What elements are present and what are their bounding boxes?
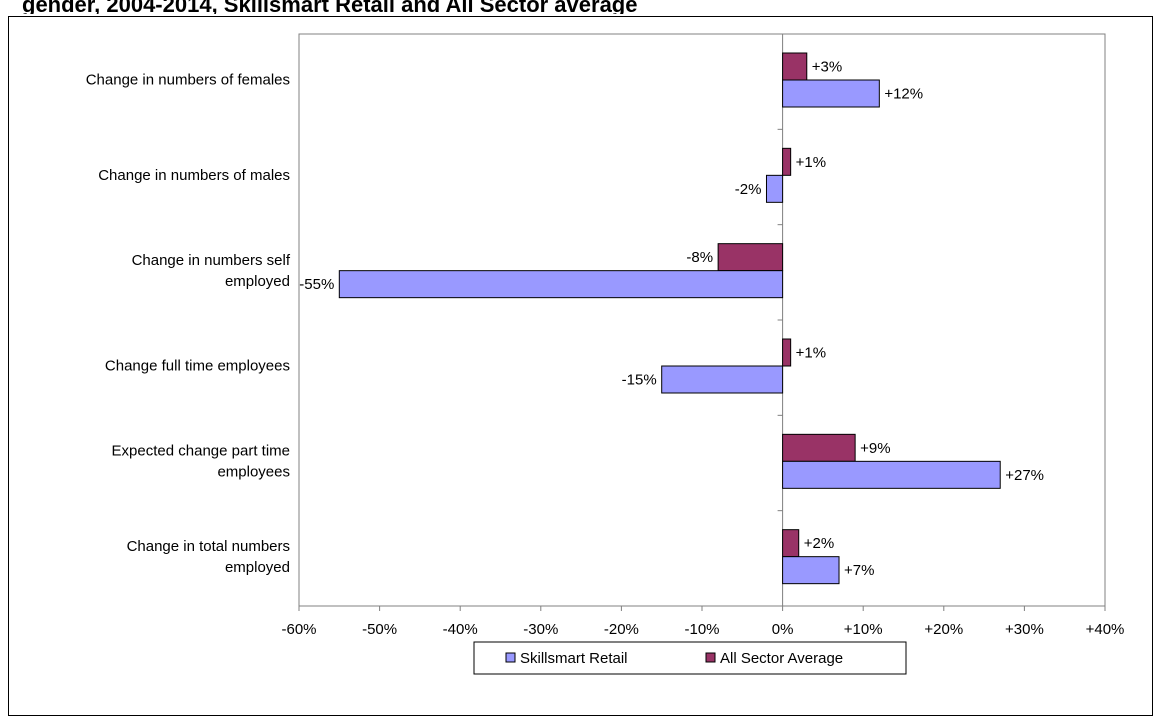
bar-skillsmart-retail [782, 556, 840, 585]
x-tick-label: -10% [684, 621, 719, 638]
legend-swatch-all-sector [705, 652, 716, 663]
data-label: +27% [1005, 467, 1044, 484]
x-tick-label: -60% [281, 621, 316, 638]
bar-skillsmart-retail [782, 460, 1001, 489]
data-label: -8% [686, 249, 713, 266]
chart-title: gender, 2004-2014, Skillsmart Retail and… [22, 0, 638, 14]
x-tick-label: -20% [604, 621, 639, 638]
legend-swatch-skillsmart [505, 652, 516, 663]
legend-box [473, 641, 907, 675]
bar-all-sector-average [717, 243, 784, 272]
category-label: Change in numbers of males [98, 167, 290, 184]
category-label: Change in total numbers [127, 538, 290, 555]
category-label: employed [225, 273, 290, 290]
category-label: employed [225, 559, 290, 576]
data-label: +7% [844, 562, 874, 579]
category-label: Expected change part time [112, 443, 290, 460]
bar-all-sector-average [782, 338, 792, 367]
x-tick-label: 0% [772, 621, 794, 638]
legend-entry-label: All Sector Average [720, 650, 843, 667]
data-label: +2% [804, 535, 834, 552]
bar-skillsmart-retail [765, 174, 784, 203]
x-tick-label: -50% [362, 621, 397, 638]
bar-all-sector-average [782, 147, 792, 176]
bar-all-sector-average [782, 52, 808, 81]
data-label: -2% [735, 181, 762, 198]
bar-all-sector-average [782, 433, 856, 462]
x-tick-label: +10% [844, 621, 883, 638]
bar-skillsmart-retail [661, 365, 784, 394]
data-label: -55% [299, 276, 334, 293]
plot-area [298, 33, 1106, 607]
x-tick-label: -40% [443, 621, 478, 638]
data-label: +1% [796, 345, 826, 362]
category-label: Change in numbers self [132, 252, 291, 269]
data-label: +3% [812, 59, 842, 76]
data-label: +9% [860, 440, 890, 457]
chart-frame [8, 16, 1153, 716]
data-label: -15% [622, 372, 657, 389]
legend-entry-label: Skillsmart Retail [520, 650, 628, 667]
category-label: Change in numbers of females [86, 72, 290, 89]
x-tick-label: +20% [924, 621, 963, 638]
x-tick-label: +30% [1005, 621, 1044, 638]
category-label: employees [217, 464, 290, 481]
bar-skillsmart-retail [782, 79, 880, 108]
data-label: +1% [796, 154, 826, 171]
bar-skillsmart-retail [338, 270, 784, 299]
x-tick-label: -30% [523, 621, 558, 638]
category-label: Change full time employees [105, 358, 290, 375]
x-tick-label: +40% [1086, 621, 1125, 638]
data-label: +12% [884, 86, 923, 103]
bar-all-sector-average [782, 529, 800, 558]
